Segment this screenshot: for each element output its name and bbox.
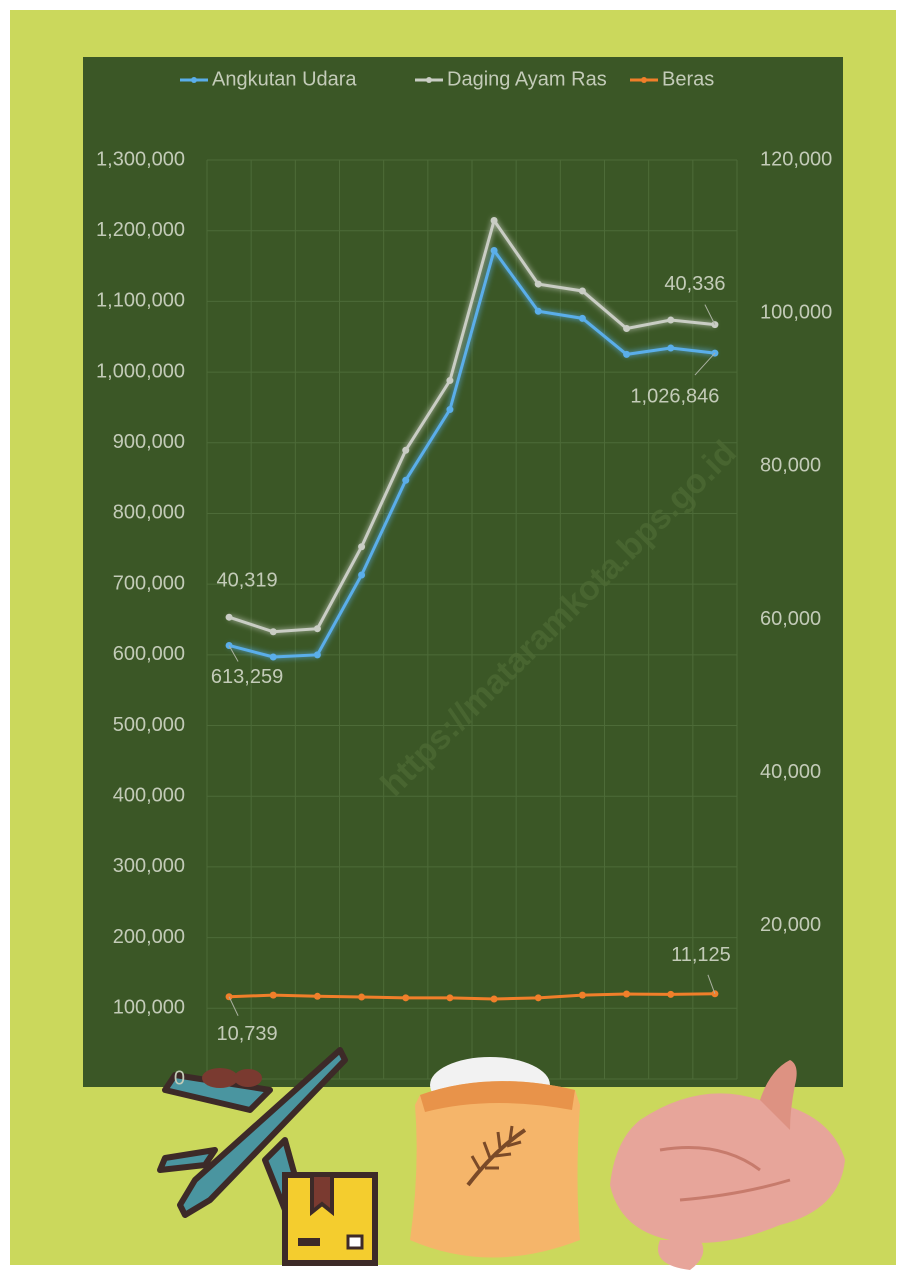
- y-tick-label: 300,000: [113, 855, 185, 877]
- data-point: [358, 993, 366, 1001]
- data-point: [313, 651, 321, 659]
- series-line: [228, 247, 716, 659]
- plot-background: [83, 57, 843, 1087]
- leader-line: [694, 352, 716, 376]
- data-point: [534, 280, 542, 288]
- data-point: [269, 628, 277, 636]
- y2-tick-label: 40,000: [760, 761, 821, 783]
- y-tick-label: 500,000: [113, 714, 185, 736]
- y-tick-label: 400,000: [113, 785, 185, 807]
- data-point: [578, 287, 586, 295]
- rice-sack-illustration: [410, 1057, 580, 1258]
- data-point: [667, 316, 675, 324]
- data-point: [490, 995, 498, 1003]
- data-label: 1,026,846: [630, 385, 719, 407]
- data-point: [667, 990, 675, 998]
- annotation: 40,336: [664, 273, 725, 295]
- y-tick-label: 0: [174, 1067, 185, 1089]
- data-point: [358, 571, 366, 579]
- y-tick-label: 200,000: [113, 926, 185, 948]
- legend-marker: [641, 77, 647, 83]
- legend-marker: [191, 77, 197, 83]
- grid: [206, 159, 738, 1080]
- data-point: [490, 217, 498, 225]
- leader-line: [707, 974, 716, 994]
- y-tick-label: 1,200,000: [96, 219, 185, 241]
- y-tick-label: 1,100,000: [96, 290, 185, 312]
- y2-tick-label: 60,000: [760, 608, 821, 630]
- data-point: [446, 377, 454, 385]
- y2-tick-label: 80,000: [760, 455, 821, 477]
- y-tick-label: 100,000: [113, 997, 185, 1019]
- data-point: [623, 324, 631, 332]
- legend-label: Angkutan Udara: [212, 68, 357, 90]
- plane-illustration: [157, 1047, 378, 1266]
- data-label: 10,739: [216, 1023, 277, 1045]
- data-point: [623, 350, 631, 358]
- data-point: [313, 992, 321, 1000]
- y2-tick-label: 20,000: [760, 914, 821, 936]
- marks: [225, 217, 719, 1016]
- chicken-illustration: [610, 1060, 845, 1270]
- data-point: [446, 406, 454, 414]
- annotation: 40,319: [216, 569, 277, 591]
- data-point: [402, 476, 410, 484]
- data-point: [446, 994, 454, 1002]
- data-point: [225, 613, 233, 621]
- leader-line: [228, 645, 239, 662]
- data-point: [578, 991, 586, 999]
- data-point: [358, 543, 366, 551]
- leader-line: [228, 996, 239, 1016]
- data-point: [269, 653, 277, 661]
- y2-tick-label: 100,000: [760, 301, 832, 323]
- y-tick-label: 1,300,000: [96, 148, 185, 170]
- y-tick-label: 800,000: [113, 502, 185, 524]
- data-point: [490, 246, 498, 254]
- data-point: [402, 446, 410, 454]
- data-point: [667, 344, 675, 352]
- data-point: [623, 990, 631, 998]
- y-tick-label: 600,000: [113, 643, 185, 665]
- series-line: [228, 217, 716, 634]
- data-point: [402, 994, 410, 1002]
- data-point: [578, 314, 586, 322]
- series-line: [229, 992, 715, 1001]
- y2-tick-label: 120,000: [760, 148, 832, 170]
- leader-line: [704, 304, 716, 325]
- y-tick-label: 1,000,000: [96, 360, 185, 382]
- legend-marker: [426, 77, 432, 83]
- data-point: [313, 625, 321, 633]
- data-point: [534, 307, 542, 315]
- data-label: 11,125: [671, 944, 731, 966]
- data-point: [269, 991, 277, 999]
- y-tick-label: 700,000: [113, 572, 185, 594]
- data-point: [534, 994, 542, 1002]
- data-label: 613,259: [211, 666, 283, 688]
- y-tick-label: 900,000: [113, 431, 185, 453]
- legend-label: Beras: [662, 68, 714, 90]
- legend-label: Daging Ayam Ras: [447, 68, 607, 90]
